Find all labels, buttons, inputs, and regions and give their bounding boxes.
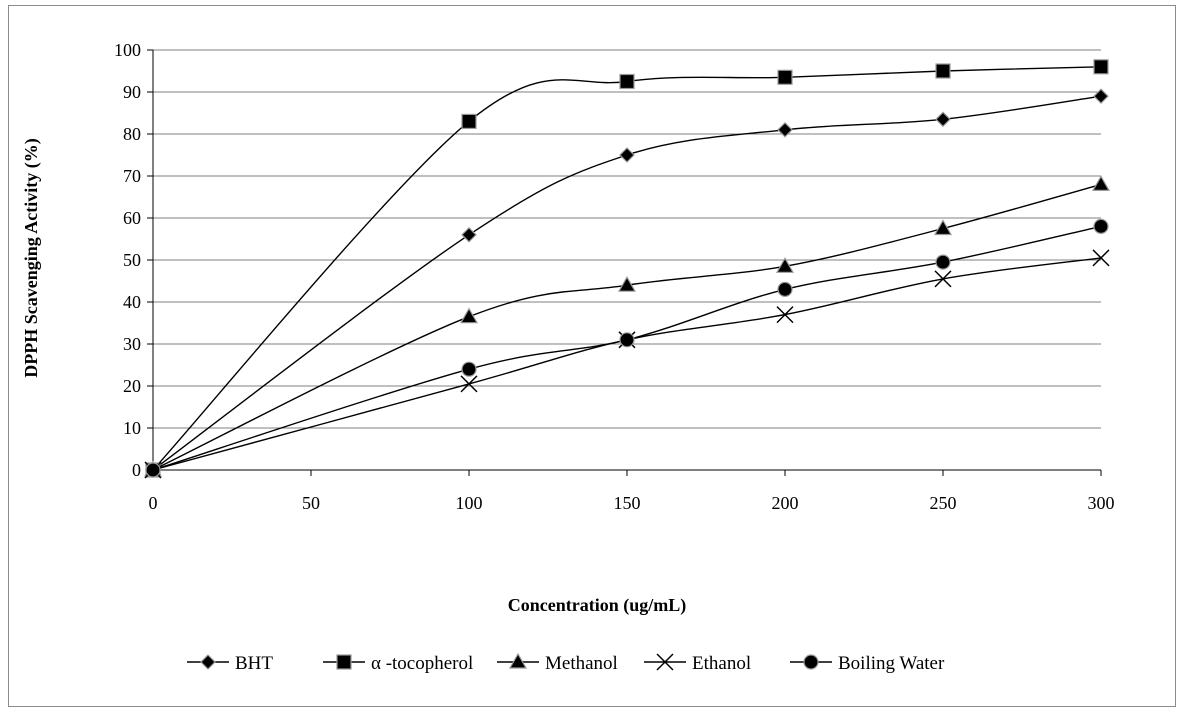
- y-tick-label-90: 90: [123, 82, 141, 102]
- y-tick-label-80: 80: [123, 124, 141, 144]
- circle-series-point-250: [935, 254, 951, 270]
- x-tick-label-100: 100: [456, 493, 483, 513]
- legend: BHT α -tocopherol Methanol Ethanol Boiling W…: [187, 652, 945, 674]
- triangle-series-point-300: [1091, 175, 1111, 191]
- legend-square-marker: [336, 654, 352, 670]
- legend-triangle-marker: [508, 652, 528, 669]
- x-series-point-200: [776, 306, 794, 324]
- x-series-line: [152, 257, 1102, 471]
- square-series-point-200: [777, 69, 793, 85]
- x-tick-label-250: 250: [930, 493, 957, 513]
- y-tick-label-100: 100: [114, 40, 141, 60]
- legend-x-label: Ethanol: [692, 653, 751, 674]
- y-tick-label-60: 60: [123, 208, 141, 228]
- diamond-series-point-150: [619, 147, 635, 163]
- legend-circle-marker: [803, 654, 819, 670]
- square-series: [145, 59, 1109, 478]
- triangle-series: [143, 175, 1111, 477]
- x-tick-label-200: 200: [772, 493, 799, 513]
- circle-series-point-0: [145, 462, 161, 478]
- y-tick-label-70: 70: [123, 166, 141, 186]
- x-series-point-100: [460, 375, 478, 393]
- legend-circle-label: Boiling Water: [838, 653, 945, 674]
- legend-x-marker: [656, 653, 674, 671]
- legend-square-label: α -tocopherol: [371, 653, 473, 674]
- circle-series-point-200: [777, 281, 793, 297]
- x-tick-label-150: 150: [614, 493, 641, 513]
- diamond-series-point-200: [777, 121, 793, 138]
- chart-frame: [8, 5, 1176, 707]
- x-tick-label-300: 300: [1088, 493, 1115, 513]
- x-tick-label-50: 50: [302, 493, 320, 513]
- y-tick-labels: 0 10 20 30 40 50 60 70 80 90 100: [114, 40, 141, 480]
- circle-series-point-150: [619, 332, 635, 348]
- x-tick-labels: 0 50 100 150 200 250 300: [149, 470, 1115, 513]
- triangle-series-point-200: [775, 257, 795, 273]
- triangle-series-point-250: [933, 219, 953, 236]
- legend-triangle-label: Methanol: [545, 653, 618, 674]
- x-series-point-250: [934, 270, 952, 288]
- y-tick-label-20: 20: [123, 376, 141, 396]
- square-series-point-250: [935, 63, 951, 79]
- circle-series-point-100: [461, 361, 477, 377]
- triangle-series-point-150: [617, 275, 637, 292]
- x-tick-label-0: 0: [149, 493, 158, 513]
- series-group: [143, 59, 1111, 479]
- diamond-series-point-100: [461, 226, 477, 243]
- circle-series: [145, 218, 1109, 478]
- y-tick-label-30: 30: [123, 334, 141, 354]
- diamond-series-point-250: [935, 111, 951, 128]
- y-tick-label-40: 40: [123, 292, 141, 312]
- square-series-point-100: [461, 113, 477, 130]
- y-axis-title: DPPH Scavenging Activity (%): [21, 138, 42, 377]
- x-axis-title: Concentration (ug/mL): [508, 595, 687, 616]
- square-series-point-150: [619, 73, 635, 90]
- y-tick-label-50: 50: [123, 250, 141, 270]
- circle-series-line: [152, 225, 1102, 471]
- y-tick-label-10: 10: [123, 418, 141, 438]
- grid-lines: [147, 49, 1101, 471]
- y-tick-label-0: 0: [132, 460, 141, 480]
- legend-diamond-label: BHT: [235, 653, 273, 674]
- diamond-series-point-300: [1093, 88, 1109, 105]
- square-series-point-300: [1093, 59, 1109, 75]
- triangle-series-point-100: [459, 307, 479, 324]
- circle-series-point-300: [1093, 218, 1109, 234]
- triangle-series-line: [152, 183, 1102, 471]
- x-series-point-300: [1092, 249, 1110, 267]
- square-series-line: [152, 66, 1102, 471]
- legend-diamond-marker: [200, 654, 216, 670]
